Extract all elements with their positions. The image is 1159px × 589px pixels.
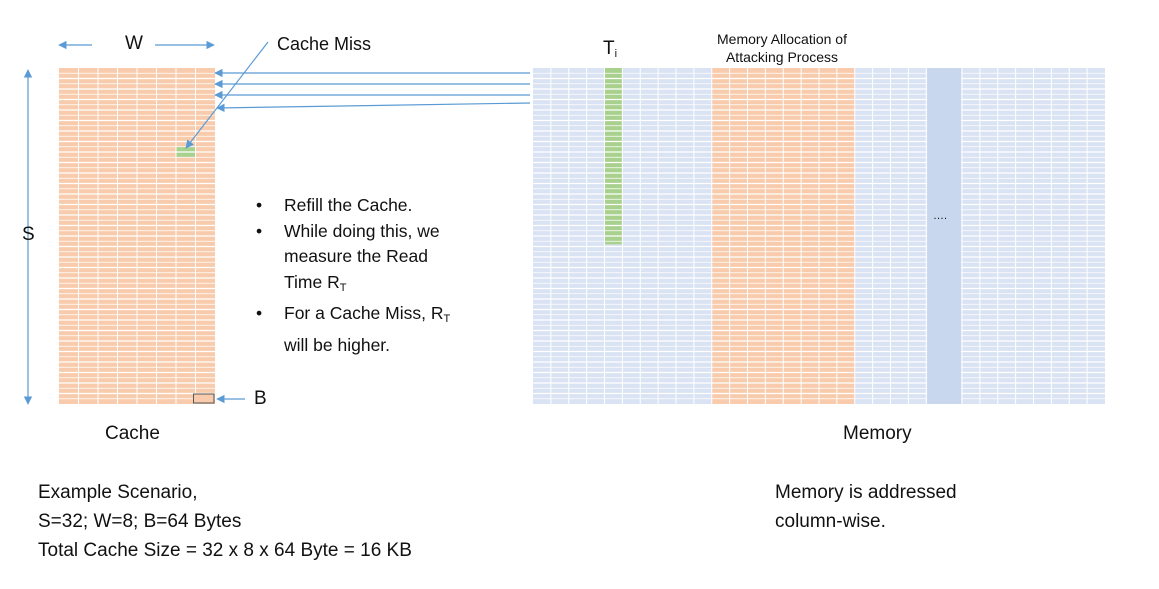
memory-addressing-note: Memory is addressed column-wise. — [775, 482, 957, 532]
example-scenario: Example Scenario, S=32; W=8; B=64 Bytes … — [38, 482, 412, 561]
list-item: While doing this, we measure the Read Ti… — [256, 219, 456, 302]
cache-title: Cache — [105, 423, 160, 444]
ti-column — [604, 68, 623, 245]
memory-gap-column — [927, 68, 962, 404]
memory-grid — [533, 68, 1105, 404]
attack-allocation-label: Memory Allocation of Attacking Process — [717, 31, 847, 65]
cache-block-cell — [193, 393, 215, 404]
notes-list: Refill the Cache. While doing this, we m… — [256, 193, 456, 358]
sets-label: S — [22, 224, 35, 245]
memory-to-cache-arrow — [216, 102, 531, 113]
ti-label: Ti — [603, 38, 618, 60]
list-item: For a Cache Miss, RT will be higher. — [256, 301, 456, 358]
block-label: B — [254, 388, 267, 409]
ellipsis: …. — [933, 210, 948, 222]
cache-grid — [59, 68, 215, 404]
width-label: W — [125, 33, 143, 54]
memory-title: Memory — [843, 423, 912, 444]
cache-miss-label: Cache Miss — [277, 34, 372, 54]
list-item: Refill the Cache. — [256, 193, 456, 219]
